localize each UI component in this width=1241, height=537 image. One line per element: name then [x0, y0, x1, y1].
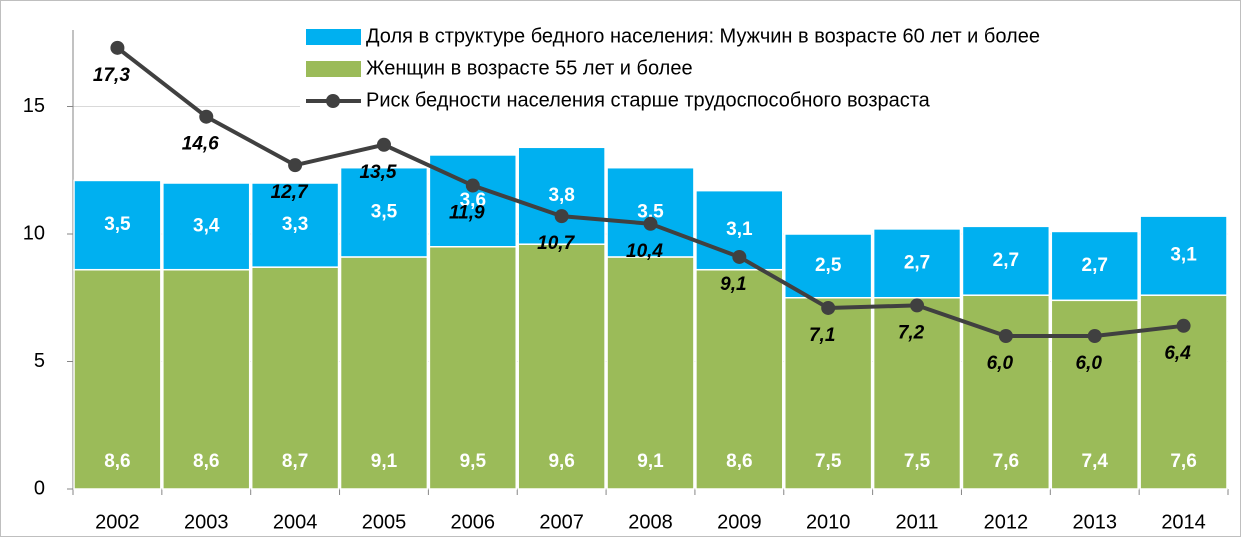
- x-tick-label: 2007: [539, 511, 584, 533]
- data-label: 3,5: [104, 214, 131, 235]
- line-marker: [554, 209, 569, 224]
- legend-label: Риск бедности населения старше трудоспос…: [366, 89, 931, 111]
- y-tick-label: 15: [23, 95, 45, 117]
- x-tick-label: 2006: [451, 511, 496, 533]
- line-data-label: 17,3: [93, 65, 130, 86]
- x-tick-label: 2004: [273, 511, 318, 533]
- bar-segment: [250, 266, 340, 490]
- data-label: 3,5: [371, 201, 398, 222]
- data-label: 7,5: [815, 451, 842, 472]
- legend-marker: [326, 94, 340, 108]
- bar-segment: [517, 146, 606, 245]
- data-label: 3,4: [193, 215, 220, 236]
- bar-segment: [73, 268, 162, 490]
- y-tick-label: 0: [34, 477, 45, 499]
- line-data-label: 10,4: [626, 241, 663, 262]
- data-label: 3,6: [460, 190, 486, 211]
- data-label: 7,5: [904, 451, 931, 472]
- data-label: 8,6: [726, 451, 752, 472]
- data-label: 9,1: [371, 451, 398, 472]
- x-tick-label: 2003: [184, 511, 229, 533]
- data-label: 7,6: [993, 451, 1019, 472]
- data-label: 2,5: [815, 255, 842, 276]
- x-tick-label: 2013: [1072, 511, 1117, 533]
- data-label: 9,1: [637, 451, 664, 472]
- data-label: 3,5: [637, 201, 664, 222]
- legend: Доля в структуре бедного населения: Мужч…: [300, 20, 1228, 118]
- bar-segment: [162, 182, 251, 271]
- line-data-label: 12,7: [271, 182, 309, 203]
- x-tick-label: 2012: [984, 511, 1029, 533]
- bar-segment: [784, 297, 873, 490]
- line-data-label: 6,0: [1076, 353, 1103, 374]
- legend-swatch: [306, 61, 361, 77]
- line-data-label: 10,7: [537, 233, 575, 254]
- y-tick-label: 5: [34, 350, 45, 372]
- line-data-label: 6,4: [1164, 343, 1191, 364]
- legend-swatch: [306, 29, 361, 45]
- data-label: 9,6: [548, 451, 574, 472]
- x-tick-label: 2008: [628, 511, 673, 533]
- line-data-label: 13,5: [359, 162, 396, 183]
- bar-segment: [428, 154, 517, 248]
- line-marker: [821, 300, 836, 315]
- line-data-label: 11,9: [449, 203, 485, 224]
- bar-segment: [517, 243, 606, 490]
- line-marker: [1087, 329, 1102, 343]
- x-tick-label: 2009: [717, 511, 762, 533]
- line-marker: [998, 329, 1013, 343]
- legend-label: Доля в структуре бедного населения: Мужч…: [366, 25, 1040, 47]
- data-label: 7,6: [1170, 451, 1196, 472]
- x-tick-label: 2014: [1161, 511, 1206, 533]
- bar-segment: [872, 228, 962, 299]
- line-marker: [1176, 318, 1191, 333]
- data-label: 8,6: [104, 451, 130, 472]
- data-label: 2,7: [1082, 255, 1108, 276]
- line-marker: [288, 158, 303, 173]
- data-label: 7,4: [1082, 451, 1109, 472]
- data-label: 9,5: [460, 451, 487, 472]
- data-label: 2,7: [993, 250, 1019, 271]
- data-label: 3,1: [726, 219, 753, 240]
- x-tick-label: 2005: [362, 511, 407, 533]
- bar-segment: [73, 179, 162, 271]
- bar-segment: [339, 256, 429, 490]
- line-marker: [732, 249, 747, 264]
- line-marker: [110, 40, 125, 55]
- line-data-label: 7,2: [898, 322, 925, 343]
- line-data-label: 7,1: [809, 325, 835, 346]
- line-data-label: 14,6: [182, 134, 219, 155]
- data-label: 2,7: [904, 252, 930, 273]
- bar-segment: [784, 233, 873, 299]
- line-data-label: 6,0: [987, 353, 1014, 374]
- bar-segment: [1139, 215, 1228, 296]
- data-label: 3,1: [1170, 245, 1197, 266]
- legend-label: Женщин в возрасте 55 лет и более: [366, 57, 693, 79]
- data-label: 3,8: [548, 185, 574, 206]
- line-marker: [465, 178, 480, 193]
- x-tick-label: 2010: [806, 511, 851, 533]
- line-marker: [643, 216, 658, 231]
- bar-segment: [339, 166, 429, 258]
- bar-segment: [1050, 230, 1139, 302]
- line-marker: [199, 109, 214, 124]
- line-marker: [910, 298, 925, 313]
- bar-segment: [695, 268, 784, 490]
- x-tick-label: 2011: [896, 511, 939, 533]
- bar-segment: [606, 256, 695, 490]
- legend-bg: [300, 20, 1228, 118]
- line-data-label: 9,1: [720, 274, 746, 295]
- bar-segment: [250, 182, 340, 268]
- y-tick-label: 10: [23, 222, 45, 244]
- data-label: 8,6: [193, 451, 219, 472]
- data-label: 3,3: [282, 214, 308, 235]
- x-tick-label: 2002: [95, 511, 140, 533]
- line-marker: [376, 137, 391, 152]
- bar-segment: [606, 166, 695, 258]
- bar-segment: [961, 225, 1051, 296]
- data-label: 8,7: [282, 451, 308, 472]
- bar-segment: [428, 246, 517, 490]
